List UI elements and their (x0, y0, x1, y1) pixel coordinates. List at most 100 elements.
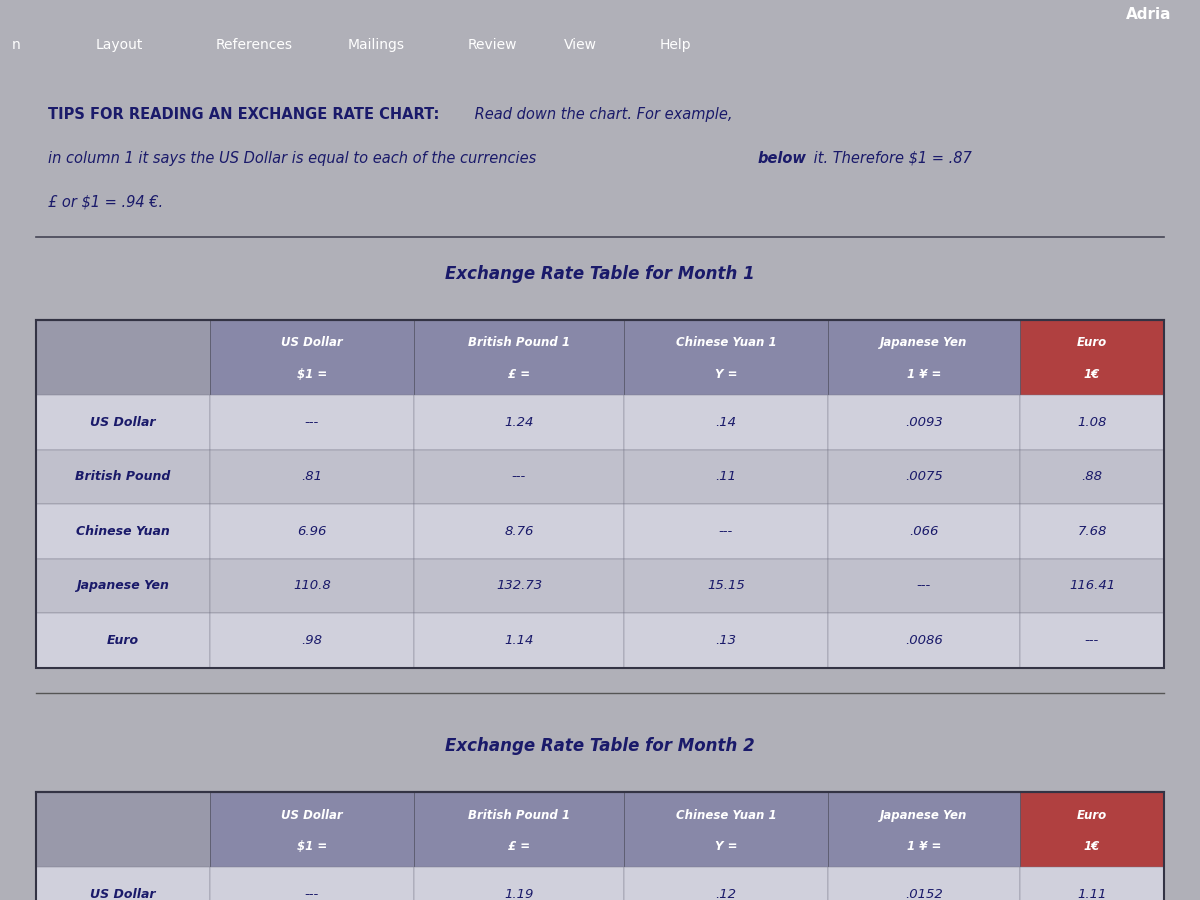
Text: 8.76: 8.76 (504, 525, 534, 538)
Text: 132.73: 132.73 (496, 580, 542, 592)
FancyBboxPatch shape (36, 504, 210, 559)
Text: below: below (757, 151, 806, 166)
FancyBboxPatch shape (414, 613, 624, 668)
Text: ---: --- (1085, 634, 1099, 647)
FancyBboxPatch shape (414, 559, 624, 613)
Text: .88: .88 (1081, 471, 1103, 483)
Text: .066: .066 (910, 525, 938, 538)
FancyBboxPatch shape (828, 395, 1020, 450)
FancyBboxPatch shape (624, 504, 828, 559)
FancyBboxPatch shape (414, 450, 624, 504)
Text: .11: .11 (715, 471, 737, 483)
Text: .0093: .0093 (905, 416, 943, 428)
FancyBboxPatch shape (1020, 792, 1164, 868)
FancyBboxPatch shape (1020, 320, 1164, 395)
FancyBboxPatch shape (210, 450, 414, 504)
FancyBboxPatch shape (414, 868, 624, 900)
FancyBboxPatch shape (624, 320, 828, 395)
FancyBboxPatch shape (36, 395, 210, 450)
Text: £ =: £ = (508, 368, 530, 382)
Text: 1.19: 1.19 (504, 888, 534, 900)
FancyBboxPatch shape (624, 450, 828, 504)
FancyBboxPatch shape (36, 450, 210, 504)
FancyBboxPatch shape (210, 320, 414, 395)
Text: .98: .98 (301, 634, 323, 647)
Text: Help: Help (660, 39, 691, 52)
FancyBboxPatch shape (1020, 395, 1164, 450)
FancyBboxPatch shape (210, 868, 414, 900)
Text: 1€: 1€ (1084, 368, 1100, 382)
FancyBboxPatch shape (828, 450, 1020, 504)
Text: Japanese Yen: Japanese Yen (881, 337, 967, 349)
FancyBboxPatch shape (414, 504, 624, 559)
Text: US Dollar: US Dollar (90, 416, 156, 428)
Text: ---: --- (305, 888, 319, 900)
Text: Layout: Layout (96, 39, 143, 52)
Text: Chinese Yuan: Chinese Yuan (76, 525, 170, 538)
FancyBboxPatch shape (828, 320, 1020, 395)
Text: 15.15: 15.15 (707, 580, 745, 592)
Text: US Dollar: US Dollar (281, 808, 343, 822)
Text: ---: --- (512, 471, 526, 483)
Text: n: n (12, 39, 20, 52)
Text: 1.08: 1.08 (1078, 416, 1106, 428)
FancyBboxPatch shape (1020, 613, 1164, 668)
FancyBboxPatch shape (1020, 504, 1164, 559)
Text: British Pound 1: British Pound 1 (468, 337, 570, 349)
Text: 1€: 1€ (1084, 841, 1100, 853)
Text: .12: .12 (715, 888, 737, 900)
FancyBboxPatch shape (36, 868, 210, 900)
FancyBboxPatch shape (828, 559, 1020, 613)
Text: Adria: Adria (1126, 7, 1171, 22)
FancyBboxPatch shape (828, 868, 1020, 900)
Text: .14: .14 (715, 416, 737, 428)
Text: Japanese Yen: Japanese Yen (881, 808, 967, 822)
Text: .81: .81 (301, 471, 323, 483)
FancyBboxPatch shape (210, 395, 414, 450)
Text: 1.24: 1.24 (504, 416, 534, 428)
Text: Euro: Euro (1076, 808, 1108, 822)
Text: 7.68: 7.68 (1078, 525, 1106, 538)
Text: Euro: Euro (107, 634, 139, 647)
FancyBboxPatch shape (36, 320, 210, 395)
Text: £ or $1 = .94 €.: £ or $1 = .94 €. (48, 194, 163, 210)
FancyBboxPatch shape (414, 792, 624, 868)
FancyBboxPatch shape (624, 868, 828, 900)
Text: References: References (216, 39, 293, 52)
Text: US Dollar: US Dollar (90, 888, 156, 900)
FancyBboxPatch shape (1020, 868, 1164, 900)
Text: ---: --- (305, 416, 319, 428)
Text: Chinese Yuan 1: Chinese Yuan 1 (676, 808, 776, 822)
FancyBboxPatch shape (1020, 450, 1164, 504)
Text: Y =: Y = (715, 841, 737, 853)
Text: 1 ¥ =: 1 ¥ = (907, 841, 941, 853)
FancyBboxPatch shape (624, 395, 828, 450)
FancyBboxPatch shape (210, 792, 414, 868)
Text: 116.41: 116.41 (1069, 580, 1115, 592)
Text: it. Therefore $1 = .87: it. Therefore $1 = .87 (809, 151, 972, 166)
FancyBboxPatch shape (828, 504, 1020, 559)
FancyBboxPatch shape (210, 613, 414, 668)
Text: .0086: .0086 (905, 634, 943, 647)
Text: 1 ¥ =: 1 ¥ = (907, 368, 941, 382)
Text: Read down the chart. For example,: Read down the chart. For example, (470, 107, 733, 122)
Text: 1.14: 1.14 (504, 634, 534, 647)
Text: .0075: .0075 (905, 471, 943, 483)
Text: .0152: .0152 (905, 888, 943, 900)
Text: View: View (564, 39, 598, 52)
FancyBboxPatch shape (414, 320, 624, 395)
Text: Mailings: Mailings (348, 39, 406, 52)
Text: Exchange Rate Table for Month 1: Exchange Rate Table for Month 1 (445, 265, 755, 283)
FancyBboxPatch shape (828, 792, 1020, 868)
Text: Review: Review (468, 39, 517, 52)
FancyBboxPatch shape (414, 395, 624, 450)
Text: $1 =: $1 = (296, 368, 328, 382)
FancyBboxPatch shape (1020, 559, 1164, 613)
Text: in column 1 it says the US Dollar is equal to each of the currencies: in column 1 it says the US Dollar is equ… (48, 151, 541, 166)
Text: £ =: £ = (508, 841, 530, 853)
FancyBboxPatch shape (624, 613, 828, 668)
Text: Y =: Y = (715, 368, 737, 382)
Text: $1 =: $1 = (296, 841, 328, 853)
FancyBboxPatch shape (36, 559, 210, 613)
FancyBboxPatch shape (210, 559, 414, 613)
